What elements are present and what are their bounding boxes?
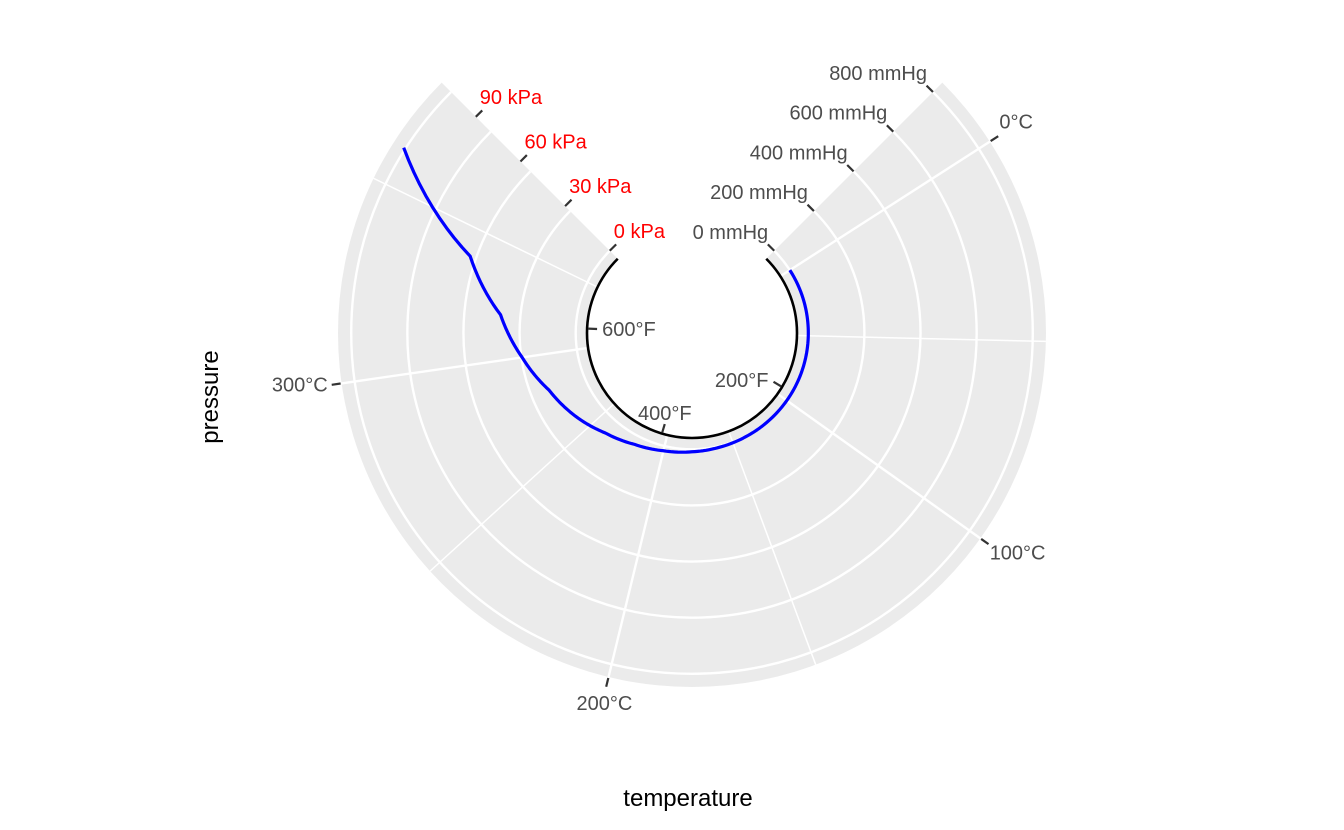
theta-axis-sec-tick-f	[661, 423, 666, 433]
y-axis-title: pressure	[197, 350, 224, 443]
r-axis-tick-mmhg	[846, 164, 855, 173]
grid-major-circle	[350, 91, 1034, 675]
r-axis-tick-mmhg	[806, 203, 815, 212]
grid-major-circle	[518, 210, 866, 507]
theta-axis-tick-c	[980, 538, 990, 546]
r-axis-sec-label-kpa: 60 kPa	[525, 132, 588, 154]
grid-layer	[341, 91, 1046, 678]
theta-axis-label-c: 0°C	[999, 112, 1033, 134]
r-axis-tick-mmhg	[925, 84, 934, 93]
r-axis-sec-label-kpa: 90 kPa	[480, 87, 543, 109]
r-axis-sec-label-kpa: 30 kPa	[569, 176, 632, 198]
grid-major-circle	[462, 170, 922, 563]
r-axis-sec-tick-kpa	[564, 198, 573, 207]
r-axis-sec-tick-kpa	[608, 243, 617, 252]
theta-axis-tick-c	[605, 677, 610, 687]
r-axis-label-mmhg: 600 mmHg	[789, 103, 887, 125]
axis-layer: 200°F 400°F 600°F 0°C 100°C 200°C 300°C 0 mmHg 2…	[272, 63, 1046, 715]
r-axis-sec-tick-kpa	[519, 154, 528, 163]
theta-axis-tick-c	[990, 135, 999, 142]
x-axis-title: temperature	[623, 785, 752, 812]
theta-axis-sec-label-f: 600°F	[602, 319, 656, 341]
theta-axis-line	[585, 257, 799, 440]
pressure-line	[402, 147, 810, 454]
r-axis-sec-label-kpa: 0 kPa	[614, 221, 666, 243]
theta-axis-label-c: 300°C	[272, 375, 328, 397]
r-axis-sec-tick-kpa	[475, 109, 483, 118]
r-axis-tick-mmhg	[886, 124, 895, 133]
grid-major-circle	[406, 130, 978, 619]
panel-layer	[337, 82, 1046, 687]
theta-axis-label-c: 200°C	[576, 693, 632, 715]
r-axis-tick-mmhg	[767, 243, 776, 252]
r-axis-label-mmhg: 400 mmHg	[750, 142, 848, 164]
theta-axis-sec-tick-f	[772, 380, 782, 388]
r-axis-label-mmhg: 800 mmHg	[829, 63, 927, 85]
theta-axis-sec-label-f: 200°F	[715, 370, 769, 392]
theta-axis-sec-label-f: 400°F	[638, 403, 692, 425]
r-axis-label-mmhg: 0 mmHg	[693, 222, 769, 244]
r-axis-label-mmhg: 200 mmHg	[710, 182, 808, 204]
theta-axis-label-c: 100°C	[990, 543, 1046, 565]
series-layer	[402, 147, 810, 454]
panel-background	[337, 82, 1046, 687]
theta-axis-tick-c	[331, 382, 341, 386]
